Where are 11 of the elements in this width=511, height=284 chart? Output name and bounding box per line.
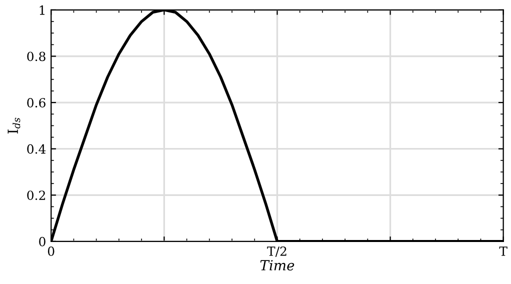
x-tick-label: T: [499, 246, 508, 256]
y-axis-title: I$_{ds}$: [8, 118, 20, 134]
y-tick-label: 1: [40, 5, 44, 15]
x-tick-label: 0: [48, 246, 54, 256]
y-tick-label: 0.6: [27, 98, 46, 108]
y-tick-label: 0.8: [27, 52, 46, 62]
x-tick-label: T/2: [267, 246, 286, 257]
y-tick-label: 0.4: [27, 144, 46, 154]
y-tick-label: 0.2: [27, 190, 46, 200]
x-axis-title: Time: [260, 260, 294, 270]
y-tick-label: 0: [39, 236, 46, 246]
